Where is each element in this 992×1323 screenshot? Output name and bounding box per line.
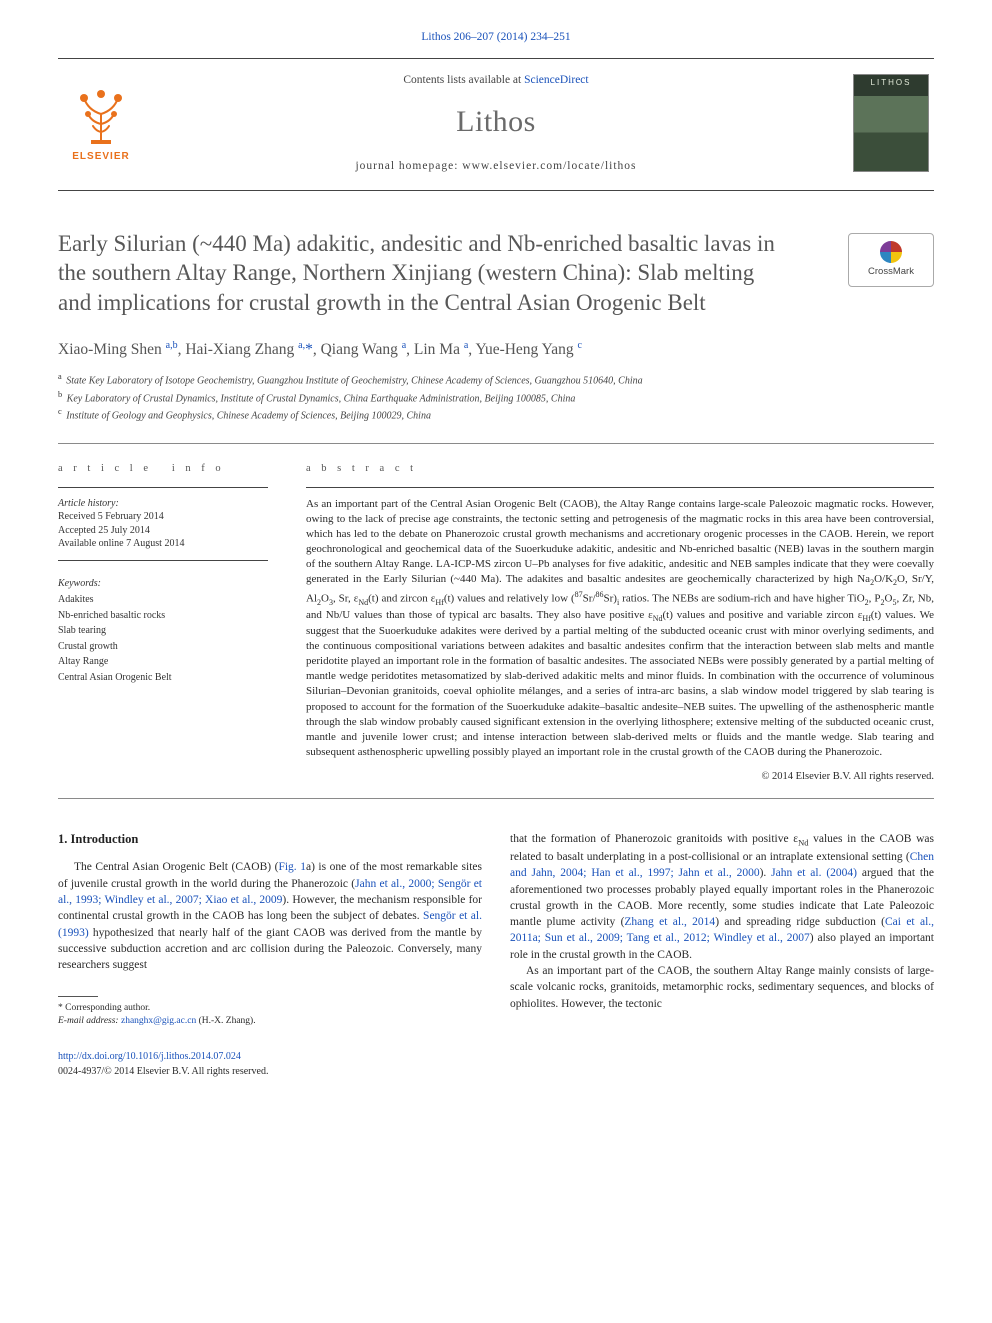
abstract-heading: a b s t r a c t [306,462,934,476]
issn-copyright: 0024-4937/© 2014 Elsevier B.V. All right… [58,1066,268,1077]
abstract-box: a b s t r a c t As an important part of … [306,462,934,784]
authors-line: Xiao-Ming Shen a,b, Hai-Xiang Zhang a,*,… [58,339,934,361]
header-center: Contents lists available at ScienceDirec… [166,73,826,175]
crossmark-label: CrossMark [868,266,914,279]
contents-line: Contents lists available at ScienceDirec… [166,73,826,89]
article-info-heading: a r t i c l e i n f o [58,462,268,476]
corresponding-footnote: * Corresponding author. E-mail address: … [58,1002,482,1029]
article-title: Early Silurian (~440 Ma) adakitic, andes… [58,229,778,317]
body-column-left: 1. Introduction The Central Asian Orogen… [58,831,482,1079]
doi-link[interactable]: http://dx.doi.org/10.1016/j.lithos.2014.… [58,1051,241,1062]
section-1-para-cont: that the formation of Phanerozoic granit… [510,831,934,963]
journal-name: Lithos [166,102,826,143]
elsevier-wordmark: ELSEVIER [72,150,129,164]
body-column-right: that the formation of Phanerozoic granit… [510,831,934,1079]
section-1-para: The Central Asian Orogenic Belt (CAOB) (… [58,859,482,973]
journal-header: ELSEVIER Contents lists available at Sci… [58,59,934,191]
doi-block: http://dx.doi.org/10.1016/j.lithos.2014.… [58,1050,482,1079]
article-info-box: a r t i c l e i n f o Article history: R… [58,462,268,784]
corr-email-who: (H.-X. Zhang). [199,1016,256,1026]
rule-above-meta [58,443,934,444]
corr-author-line: * Corresponding author. [58,1002,482,1015]
corr-email-link[interactable]: zhanghx@gig.ac.cn [121,1016,196,1026]
keywords-list: AdakitesNb-enriched basaltic rocksSlab t… [58,592,268,685]
cover-image [853,74,929,172]
crossmark-badge[interactable]: CrossMark [848,233,934,287]
running-citation: Lithos 206–207 (2014) 234–251 [58,28,934,46]
rule-below-abstract [58,798,934,799]
rule-ab [306,487,934,488]
rule-ai2 [58,560,268,561]
section-1-heading: 1. Introduction [58,831,482,849]
elsevier-logo: ELSEVIER [58,73,144,175]
rule-under-header [58,190,934,191]
affiliations: a State Key Laboratory of Isotope Geoche… [58,371,934,423]
citation-link[interactable]: Lithos 206–207 (2014) 234–251 [421,31,570,43]
crossmark-icon [880,241,902,263]
history-received: Received 5 February 2014 [58,510,268,524]
email-label: E-mail address: [58,1016,119,1026]
abstract-body: As an important part of the Central Asia… [306,497,934,761]
contents-prefix: Contents lists available at [403,74,524,86]
journal-homepage: journal homepage: www.elsevier.com/locat… [166,159,826,175]
section-1-para-2: As an important part of the CAOB, the so… [510,963,934,1012]
keywords-label: Keywords: [58,577,268,591]
footnote-rule [58,996,98,997]
abstract-copyright: © 2014 Elsevier B.V. All rights reserved… [306,770,934,784]
elsevier-tree-icon [66,84,136,146]
history-accepted: Accepted 25 July 2014 [58,524,268,538]
history-label: Article history: [58,498,119,509]
history-online: Available online 7 August 2014 [58,537,268,551]
sciencedirect-link[interactable]: ScienceDirect [524,74,589,86]
journal-cover-thumb [848,73,934,175]
rule-ai [58,487,268,488]
